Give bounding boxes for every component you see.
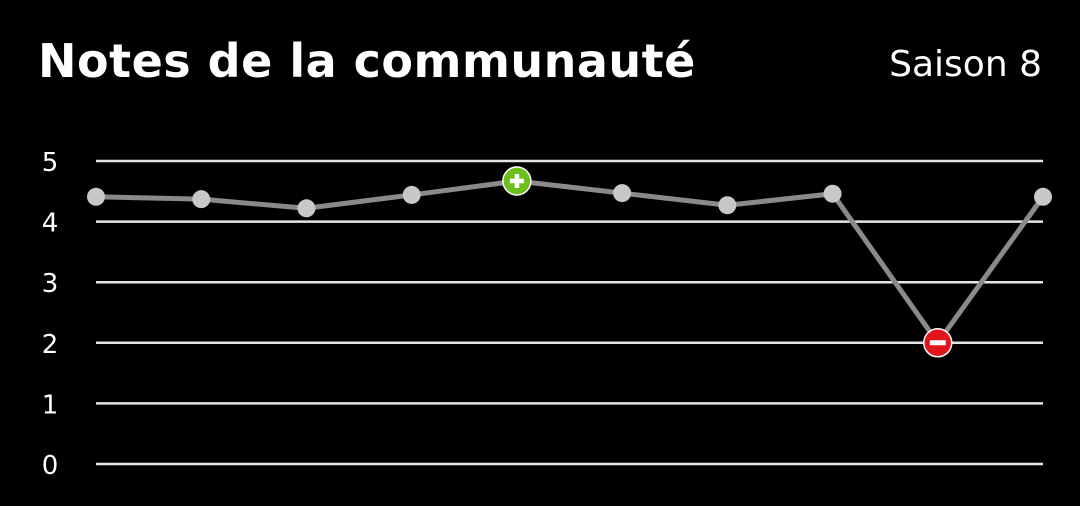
- series-line: [95, 178, 1046, 346]
- data-point: [87, 187, 105, 206]
- data-point: [297, 199, 316, 218]
- data-point: [1034, 187, 1052, 206]
- data-point: [823, 184, 842, 203]
- data-point: [192, 190, 211, 209]
- data-point: [402, 185, 421, 204]
- y-tick-label: 1: [42, 390, 59, 420]
- y-tick-label: 3: [42, 269, 59, 299]
- data-point: [613, 184, 632, 203]
- plus-icon: [509, 173, 524, 188]
- y-tick-label: 0: [42, 451, 59, 481]
- season-selector[interactable]: Saison 8: [889, 44, 1042, 85]
- chart-title: Notes de la communauté: [38, 34, 696, 88]
- y-tick-label: 4: [42, 209, 59, 239]
- y-tick-label: 2: [42, 330, 59, 360]
- y-tick-label: 5: [42, 148, 59, 178]
- data-point: [718, 196, 737, 215]
